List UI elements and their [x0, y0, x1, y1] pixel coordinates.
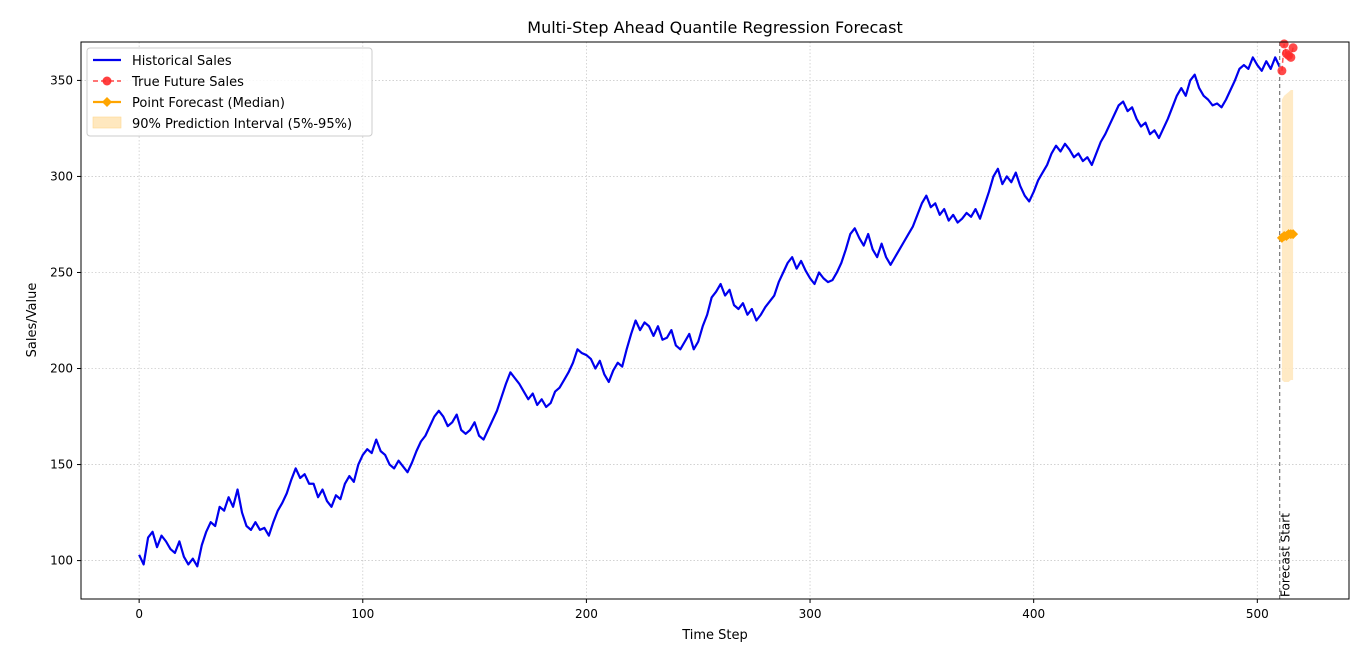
legend-interval-label: 90% Prediction Interval (5%-95%) — [132, 117, 352, 132]
legend-item-forecast: Point Forecast (Median) — [93, 96, 285, 111]
y-tick-label: 200 — [50, 362, 73, 376]
historical-sales-line — [138, 56, 1281, 568]
plot-frame — [80, 41, 1350, 600]
y-tick-label: 150 — [50, 458, 73, 472]
y-tick-label: 300 — [50, 169, 73, 183]
legend-forecast-label: Point Forecast (Median) — [132, 96, 285, 111]
legend-true-future-label: True Future Sales — [131, 75, 244, 90]
legend-item-historical: Historical Sales — [93, 54, 232, 69]
chart-title: Multi-Step Ahead Quantile Regression For… — [527, 18, 902, 37]
y-tick-label: 250 — [50, 265, 73, 279]
forecast-start-layer: Forecast Start — [1279, 42, 1293, 599]
legend-historical-label: Historical Sales — [132, 54, 232, 69]
x-tick-label: 400 — [1022, 607, 1045, 621]
axis-ticks: 0 100 200 300 400 500 100 150 200 250 300 350 — [50, 73, 1269, 621]
true-future-point — [1279, 39, 1289, 49]
historical-series-layer — [138, 56, 1281, 568]
point-forecast-marker — [1288, 229, 1299, 240]
legend-item-true-future: True Future Sales — [93, 75, 244, 90]
legend-item-interval: 90% Prediction Interval (5%-95%) — [92, 116, 352, 132]
legend-forecast-marker — [102, 97, 112, 107]
legend-interval-swatch — [92, 116, 122, 129]
forecast-start-label: Forecast Start — [1279, 513, 1293, 597]
legend-true-future-marker — [102, 76, 112, 86]
true-future-point — [1286, 52, 1296, 62]
true-future-point — [1288, 43, 1298, 53]
x-axis-title: Time Step — [681, 628, 748, 643]
legend-box — [86, 47, 373, 137]
point-forecast-layer — [1276, 229, 1299, 243]
true-future-layer — [1277, 39, 1298, 76]
y-tick-label: 100 — [50, 554, 73, 568]
x-tick-label: 500 — [1246, 607, 1269, 621]
x-tick-label: 200 — [575, 607, 598, 621]
x-tick-label: 300 — [799, 607, 822, 621]
x-tick-label: 100 — [351, 607, 374, 621]
x-tick-label: 0 — [135, 607, 143, 621]
legend: Historical Sales True Future Sales Point… — [86, 47, 373, 137]
y-axis-title: Sales/Value — [25, 283, 40, 358]
true-future-point — [1277, 66, 1287, 76]
y-tick-label: 350 — [50, 73, 73, 87]
